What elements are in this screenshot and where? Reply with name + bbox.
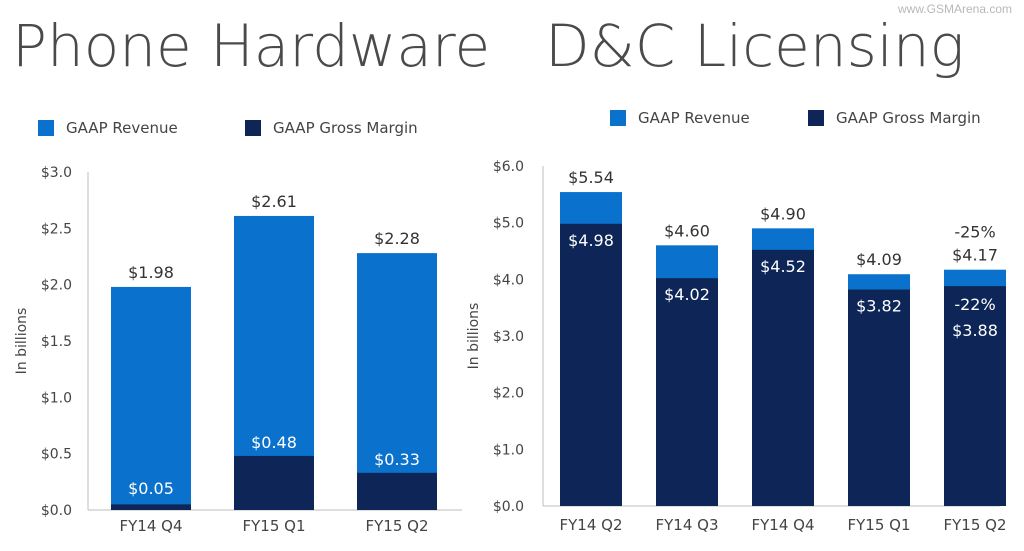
x-category-label: FY15 Q1 — [848, 516, 911, 534]
data-label-margin: $3.88 — [952, 321, 998, 340]
x-category-label: FY14 Q2 — [560, 516, 623, 534]
annotation-margin-change: -22% — [954, 295, 995, 314]
legend-label-margin: GAAP Gross Margin — [273, 119, 418, 137]
y-tick-label: $0.0 — [493, 499, 524, 515]
bar-margin — [357, 472, 437, 510]
data-label-margin: $3.82 — [856, 297, 902, 316]
y-tick-label: $0.5 — [41, 447, 72, 463]
x-category-label: FY15 Q2 — [366, 517, 429, 535]
legend-swatch-margin — [808, 110, 824, 126]
y-tick-label: $1.5 — [41, 334, 72, 350]
x-category-label: FY14 Q4 — [752, 516, 815, 534]
bar-margin — [848, 289, 910, 506]
x-category-label: FY15 Q1 — [243, 517, 306, 535]
data-label-revenue: $5.54 — [568, 168, 614, 187]
legend-swatch-revenue — [610, 110, 626, 126]
bar-margin — [656, 278, 718, 506]
chart-title: Phone Hardware — [12, 12, 490, 80]
legend-label-revenue: GAAP Revenue — [638, 109, 750, 127]
x-category-label: FY15 Q2 — [944, 516, 1007, 534]
y-tick-label: $4.0 — [493, 272, 524, 288]
data-label-revenue: $4.90 — [760, 204, 806, 223]
legend-swatch-margin — [245, 120, 261, 136]
y-axis-label: In billions — [466, 303, 482, 370]
watermark: www.GSMArena.com — [897, 2, 1012, 16]
data-label-revenue: $4.60 — [664, 221, 710, 240]
data-label-margin: $0.05 — [128, 479, 174, 498]
bar-margin — [752, 249, 814, 506]
data-label-revenue: $4.09 — [856, 250, 902, 269]
y-tick-label: $6.0 — [493, 159, 524, 175]
bar-revenue — [111, 286, 191, 510]
data-label-margin: $4.02 — [664, 285, 710, 304]
data-label-revenue: $2.28 — [374, 229, 420, 248]
y-tick-label: $2.0 — [493, 386, 524, 402]
y-tick-label: $1.0 — [493, 442, 524, 458]
y-tick-label: $0.0 — [41, 503, 72, 519]
annotation-revenue-change: -25% — [954, 223, 995, 242]
y-tick-label: $2.5 — [41, 221, 72, 237]
data-label-margin: $4.52 — [760, 257, 806, 276]
legend-label-revenue: GAAP Revenue — [66, 119, 178, 137]
bar-margin — [560, 223, 622, 507]
bar-margin — [111, 504, 191, 510]
bar-margin — [234, 455, 314, 510]
y-tick-label: $2.0 — [41, 278, 72, 294]
y-tick-label: $1.0 — [41, 390, 72, 406]
data-label-revenue: $1.98 — [128, 263, 174, 282]
chart-title: D&C Licensing — [545, 12, 964, 80]
data-label-margin: $0.48 — [251, 433, 297, 452]
chart-dc-licensing: D&C Licensing GAAP Revenue GAAP Gross Marg… — [466, 12, 1007, 534]
bar-revenue — [357, 253, 437, 510]
data-label-margin: $4.98 — [568, 231, 614, 250]
y-tick-label: $5.0 — [493, 216, 524, 232]
bar-margin — [944, 286, 1006, 506]
data-label-margin: $0.33 — [374, 450, 420, 469]
legend-swatch-revenue — [38, 120, 54, 136]
data-label-revenue: $4.17 — [952, 246, 998, 265]
y-axis-label: In billions — [14, 308, 30, 375]
x-category-label: FY14 Q3 — [656, 516, 719, 534]
y-tick-label: $3.0 — [493, 329, 524, 345]
legend-label-margin: GAAP Gross Margin — [836, 109, 981, 127]
x-category-label: FY14 Q4 — [120, 517, 183, 535]
data-label-revenue: $2.61 — [251, 192, 297, 211]
y-tick-label: $3.0 — [41, 165, 72, 181]
chart-phone-hardware: Phone Hardware GAAP Revenue GAAP Gross Mar… — [12, 12, 490, 535]
